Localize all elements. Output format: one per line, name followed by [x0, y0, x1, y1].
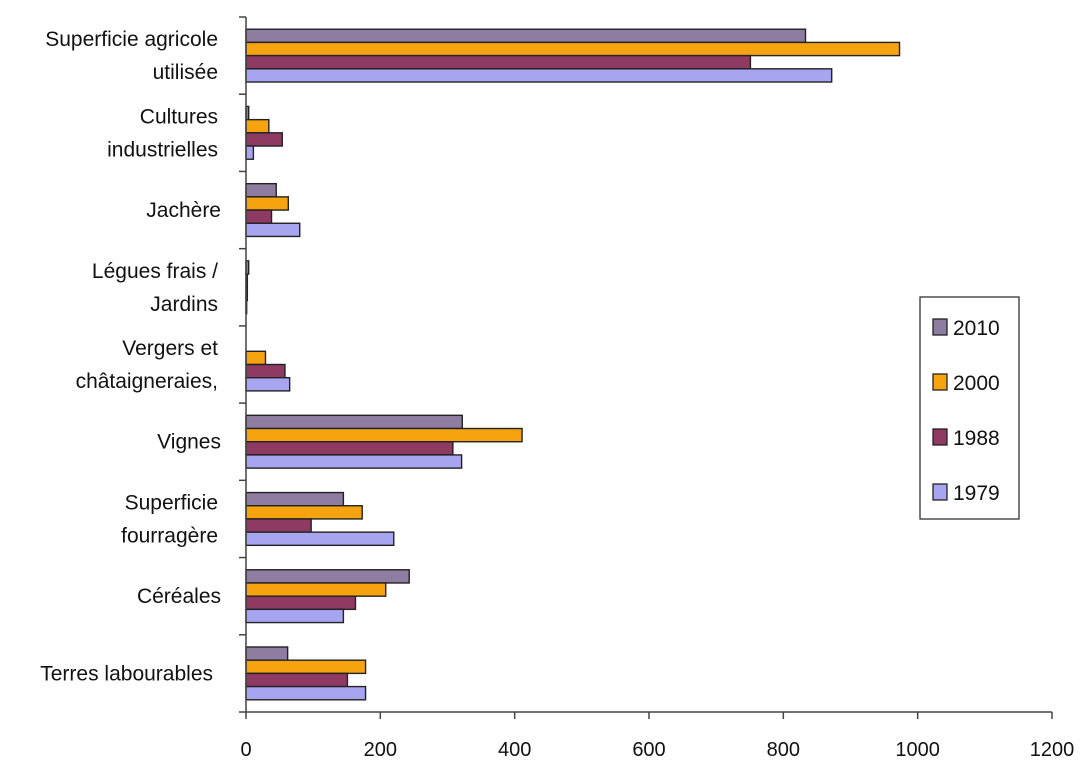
legend-label: 2010: [953, 317, 1000, 340]
bar: [245, 531, 395, 547]
bar: [245, 427, 523, 443]
bar: [245, 145, 255, 160]
bar: [245, 672, 349, 688]
category-label: industrielles: [107, 138, 218, 161]
x-tick-label: 0: [240, 739, 251, 761]
legend-label: 2000: [953, 372, 1000, 395]
legend-swatch: [932, 373, 948, 391]
bar: [245, 182, 277, 198]
category-label: fourragère: [121, 524, 218, 547]
bar: [245, 491, 345, 507]
bar: [245, 441, 454, 456]
x-tick-label: 1000: [895, 739, 940, 761]
bar: [245, 350, 267, 366]
bar: [245, 209, 273, 224]
bar: [245, 505, 363, 520]
legend-swatch: [932, 428, 948, 446]
category-label: Terres labourables: [40, 662, 213, 685]
bar: [245, 363, 286, 379]
bar: [245, 41, 901, 57]
category-label: Jardins: [150, 293, 218, 316]
bar: [245, 454, 463, 469]
legend-swatch: [932, 483, 948, 501]
category-label: Superficie: [125, 491, 218, 514]
category-label: châtaigneraies,: [76, 370, 218, 393]
bar: [245, 595, 357, 611]
bar: [245, 569, 410, 584]
bar: [245, 28, 807, 44]
bar: [245, 222, 301, 238]
category-label: Vergers et: [122, 337, 218, 360]
legend-swatch: [932, 318, 948, 336]
category-label: Légues frais /: [92, 260, 218, 283]
category-label: Jachère: [146, 199, 221, 222]
bar: [245, 132, 283, 147]
bar: [245, 414, 463, 430]
legend-label: 1979: [953, 482, 1000, 505]
x-tick-label: 800: [767, 739, 800, 761]
x-tick-label: 400: [498, 739, 531, 761]
bar: [245, 54, 752, 70]
bar: [245, 659, 367, 675]
category-label: Céréales: [137, 585, 221, 608]
x-tick-label: 600: [632, 739, 665, 761]
category-label: Superficie agricole: [45, 28, 218, 51]
category-label: Cultures: [140, 105, 218, 128]
bar: [245, 646, 289, 661]
bar: [245, 118, 270, 134]
bar: [245, 608, 345, 624]
category-label: Vignes: [157, 431, 221, 454]
bar: [245, 518, 312, 533]
category-label: utilisée: [153, 61, 218, 84]
x-tick-label: 1200: [1030, 739, 1075, 761]
bar: [245, 196, 290, 211]
bar: [245, 377, 291, 392]
bar: [245, 582, 387, 597]
bar: [245, 68, 833, 83]
x-tick-label: 200: [364, 739, 397, 761]
bar: [245, 685, 367, 701]
legend-label: 1988: [953, 427, 1000, 450]
